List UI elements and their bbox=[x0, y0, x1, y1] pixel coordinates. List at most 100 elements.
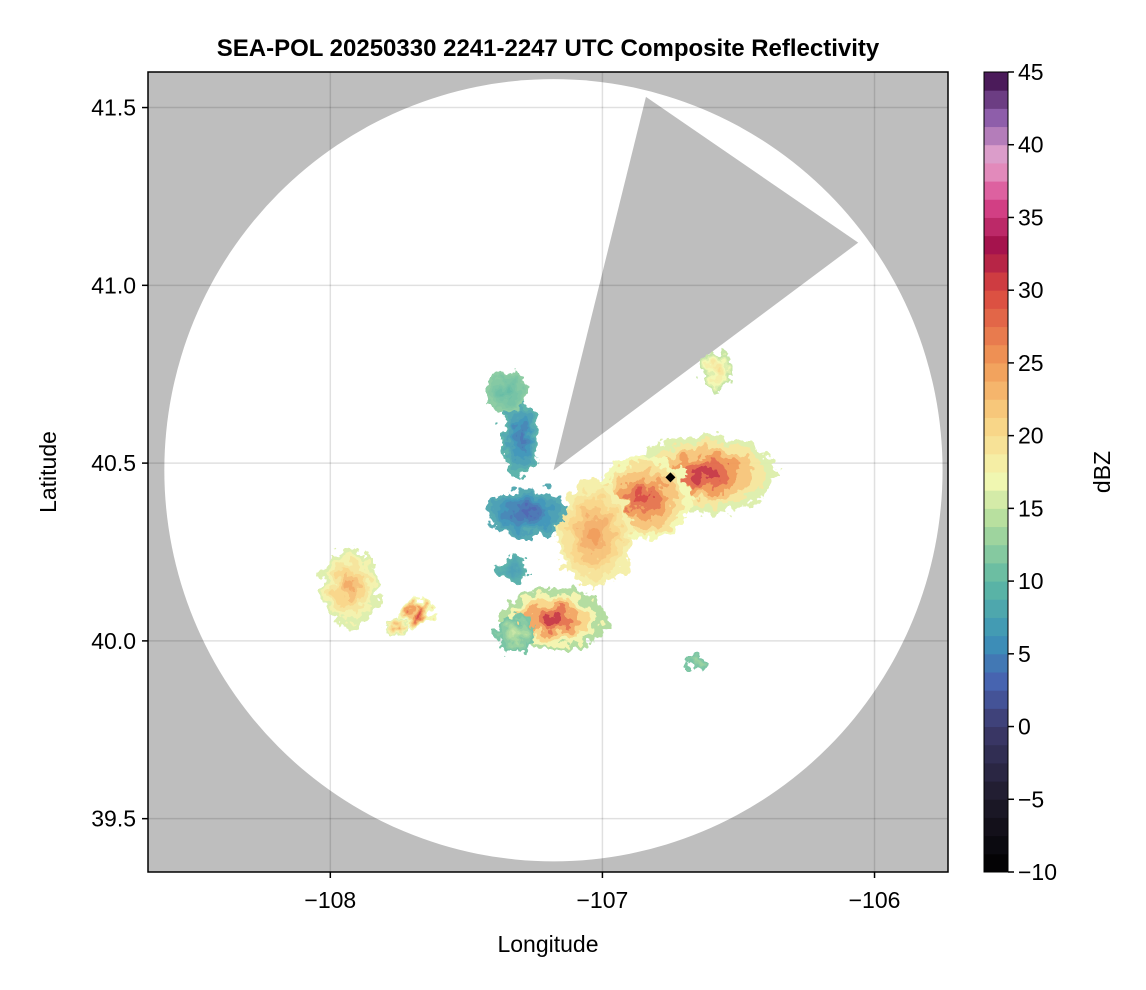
colorbar-band bbox=[984, 562, 1008, 582]
echo-ring bbox=[512, 630, 519, 637]
colorbar-band bbox=[984, 853, 1008, 873]
echo-ring bbox=[713, 367, 720, 374]
echo-ring bbox=[414, 610, 421, 615]
colorbar-band bbox=[984, 181, 1008, 200]
blocked-sector bbox=[553, 96, 859, 471]
colorbar-band bbox=[984, 617, 1008, 637]
echo-cell bbox=[485, 370, 529, 414]
colorbar-band bbox=[984, 199, 1008, 218]
echo-cell bbox=[384, 616, 407, 638]
colorbar-band bbox=[984, 326, 1008, 346]
echo-cell bbox=[499, 555, 527, 584]
colorbar-band bbox=[984, 308, 1008, 328]
plot-area bbox=[147, 71, 949, 873]
echo-cell bbox=[319, 548, 380, 627]
echo-ring bbox=[510, 567, 515, 573]
echo-cell bbox=[700, 352, 734, 389]
colorbar: −10 −5 0 5 10 15 20 25 30 35 40 45 dBZ bbox=[983, 59, 1115, 885]
colorbar-label: dBZ bbox=[1089, 451, 1115, 493]
colorbar-band bbox=[984, 544, 1008, 564]
plot-frame bbox=[147, 71, 949, 873]
colorbar-tick-label: 15 bbox=[1018, 495, 1044, 521]
colorbar-band bbox=[984, 272, 1008, 291]
colorbar-band bbox=[984, 744, 1008, 764]
y-axis-label: Latitude bbox=[35, 431, 61, 513]
y-tick-label: 39.5 bbox=[91, 806, 136, 832]
colorbar-band bbox=[984, 362, 1008, 382]
echo-cell bbox=[401, 598, 434, 627]
colorbar-tick-label: 10 bbox=[1018, 568, 1044, 594]
colorbar-band bbox=[984, 108, 1008, 128]
x-tick-label: −107 bbox=[577, 887, 629, 913]
colorbar-tick-label: −5 bbox=[1018, 786, 1044, 812]
colorbar-band bbox=[984, 217, 1008, 237]
x-axis-ticks: −108 −107 −106 bbox=[304, 872, 900, 913]
colorbar-band bbox=[984, 417, 1008, 437]
y-tick-label: 40.5 bbox=[91, 450, 136, 476]
radar-site-marker bbox=[665, 472, 676, 483]
colorbar-band bbox=[984, 526, 1008, 546]
echo-ring bbox=[519, 508, 534, 518]
colorbar-band bbox=[984, 453, 1008, 473]
colorbar-band bbox=[984, 762, 1008, 782]
colorbar-band bbox=[984, 344, 1008, 364]
echo-cell bbox=[556, 480, 633, 588]
x-tick-label: −106 bbox=[849, 887, 901, 913]
colorbar-tick-label: 25 bbox=[1018, 350, 1044, 376]
colorbar-band bbox=[984, 508, 1008, 528]
colorbar-band bbox=[984, 435, 1008, 455]
echo-ring bbox=[635, 491, 652, 506]
echo-ring bbox=[694, 467, 718, 481]
colorbar-tick-label: 45 bbox=[1018, 59, 1044, 85]
x-axis-label: Longitude bbox=[497, 931, 598, 957]
colorbar-band bbox=[984, 144, 1008, 164]
echo-ring bbox=[587, 525, 601, 544]
echo-ring bbox=[695, 661, 700, 664]
y-tick-label: 41.0 bbox=[91, 272, 136, 298]
radar-coverage-disk bbox=[164, 79, 943, 862]
colorbar-band bbox=[984, 781, 1008, 800]
echo-cell bbox=[485, 488, 568, 538]
y-tick-label: 40.0 bbox=[91, 628, 136, 654]
y-axis-ticks: 39.5 40.0 40.5 41.0 41.5 bbox=[91, 95, 148, 832]
colorbar-tick-label: 5 bbox=[1018, 641, 1031, 667]
colorbar-band bbox=[984, 835, 1008, 855]
chart-title: SEA-POL 20250330 2241-2247 UTC Composite… bbox=[217, 35, 880, 62]
echo-ring bbox=[344, 581, 355, 595]
colorbar-bands bbox=[984, 72, 1008, 873]
colorbar-band bbox=[984, 381, 1008, 400]
colorbar-band bbox=[984, 235, 1008, 255]
colorbar-band bbox=[984, 90, 1008, 109]
colorbar-band bbox=[984, 162, 1008, 182]
colorbar-tick-label: 40 bbox=[1018, 132, 1044, 158]
echo-cell bbox=[496, 616, 535, 652]
colorbar-tick-label: 20 bbox=[1018, 423, 1044, 449]
colorbar-band bbox=[984, 290, 1008, 309]
colorbar-band bbox=[984, 726, 1008, 746]
colorbar-tick-label: 30 bbox=[1018, 277, 1044, 303]
colorbar-tick-label: −10 bbox=[1018, 859, 1057, 885]
colorbar-band bbox=[984, 799, 1008, 818]
colorbar-band bbox=[984, 472, 1008, 491]
echo-ring bbox=[393, 624, 398, 629]
echo-cell bbox=[686, 655, 709, 670]
colorbar-band bbox=[984, 599, 1008, 618]
colorbar-band bbox=[984, 635, 1008, 655]
colorbar-band bbox=[984, 690, 1008, 709]
echo-ring bbox=[544, 614, 563, 625]
colorbar-band bbox=[984, 72, 1008, 91]
x-tick-label: −108 bbox=[304, 887, 356, 913]
colorbar-band bbox=[984, 653, 1008, 673]
y-tick-label: 41.5 bbox=[91, 95, 136, 121]
colorbar-band bbox=[984, 490, 1008, 509]
colorbar-ticks: −10 −5 0 5 10 15 20 25 30 35 40 45 bbox=[1008, 59, 1057, 885]
colorbar-band bbox=[984, 399, 1008, 418]
colorbar-band bbox=[984, 253, 1008, 273]
colorbar-band bbox=[984, 817, 1008, 837]
colorbar-band bbox=[984, 581, 1008, 600]
colorbar-band bbox=[984, 126, 1008, 146]
colorbar-band bbox=[984, 672, 1008, 691]
colorbar-frame bbox=[983, 71, 1009, 873]
echo-ring bbox=[517, 431, 524, 445]
